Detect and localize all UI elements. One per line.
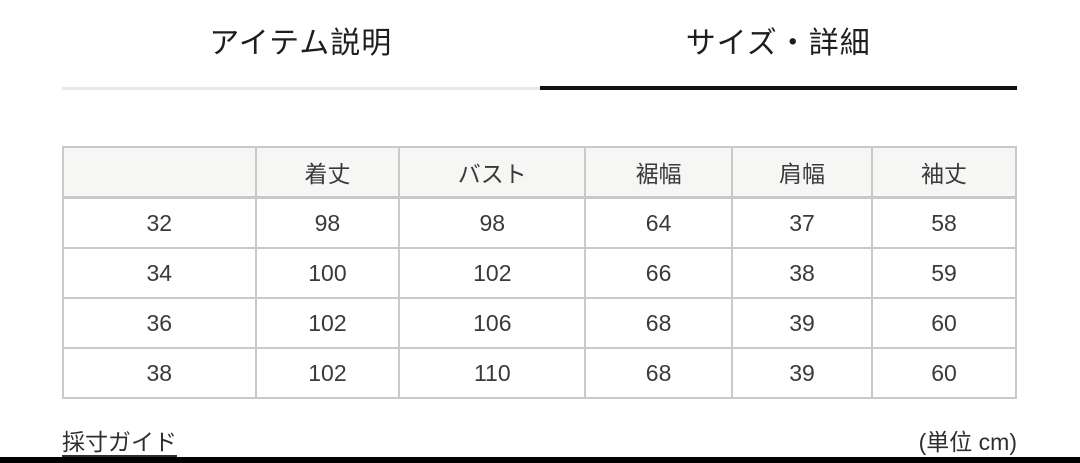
cell-size: 32 [62, 196, 257, 249]
cell-sleeve-length: 60 [871, 347, 1017, 399]
cell-bust: 98 [398, 196, 587, 249]
bottom-bar [0, 457, 1080, 463]
tab-bar: アイテム説明 サイズ・詳細 [62, 0, 1017, 90]
cell-shoulder-width: 39 [730, 347, 874, 399]
cell-bust: 102 [398, 247, 587, 299]
header-cell-length: 着丈 [254, 146, 401, 199]
measure-guide-link[interactable]: 採寸ガイド [62, 429, 177, 455]
cell-hem-width: 68 [584, 347, 733, 399]
cell-sleeve-length: 60 [871, 297, 1017, 349]
cell-length: 102 [254, 297, 401, 349]
tab-item-description[interactable]: アイテム説明 [62, 0, 540, 90]
cell-size: 34 [62, 247, 257, 299]
cell-shoulder-width: 37 [730, 196, 874, 249]
header-cell-size [62, 146, 257, 199]
unit-note: (単位 cm) [918, 429, 1017, 455]
header-cell-bust: バスト [398, 146, 587, 199]
cell-bust: 106 [398, 297, 587, 349]
size-table-header-row: 着丈 バスト 裾幅 肩幅 袖丈 [62, 146, 1017, 199]
size-table: 着丈 バスト 裾幅 肩幅 袖丈 32 98 98 64 37 58 34 100… [62, 146, 1017, 399]
table-row-size-32: 32 98 98 64 37 58 [62, 196, 1017, 249]
table-row-size-36: 36 102 106 68 39 60 [62, 297, 1017, 349]
cell-length: 100 [254, 247, 401, 299]
header-cell-shoulder-width: 肩幅 [730, 146, 874, 199]
cell-sleeve-length: 58 [871, 196, 1017, 249]
cell-hem-width: 68 [584, 297, 733, 349]
cell-hem-width: 66 [584, 247, 733, 299]
cell-length: 98 [254, 196, 401, 249]
cell-shoulder-width: 38 [730, 247, 874, 299]
table-row-size-34: 34 100 102 66 38 59 [62, 247, 1017, 299]
tab-size-detail[interactable]: サイズ・詳細 [539, 0, 1017, 90]
cell-shoulder-width: 39 [730, 297, 874, 349]
cell-bust: 110 [398, 347, 587, 399]
header-cell-sleeve-length: 袖丈 [871, 146, 1017, 199]
table-row-size-38: 38 102 110 68 39 60 [62, 347, 1017, 399]
cell-size: 36 [62, 297, 257, 349]
cell-size: 38 [62, 347, 257, 399]
header-cell-hem-width: 裾幅 [584, 146, 733, 199]
cell-sleeve-length: 59 [871, 247, 1017, 299]
cell-length: 102 [254, 347, 401, 399]
table-footer: 採寸ガイド (単位 cm) [62, 423, 1017, 457]
cell-hem-width: 64 [584, 196, 733, 249]
